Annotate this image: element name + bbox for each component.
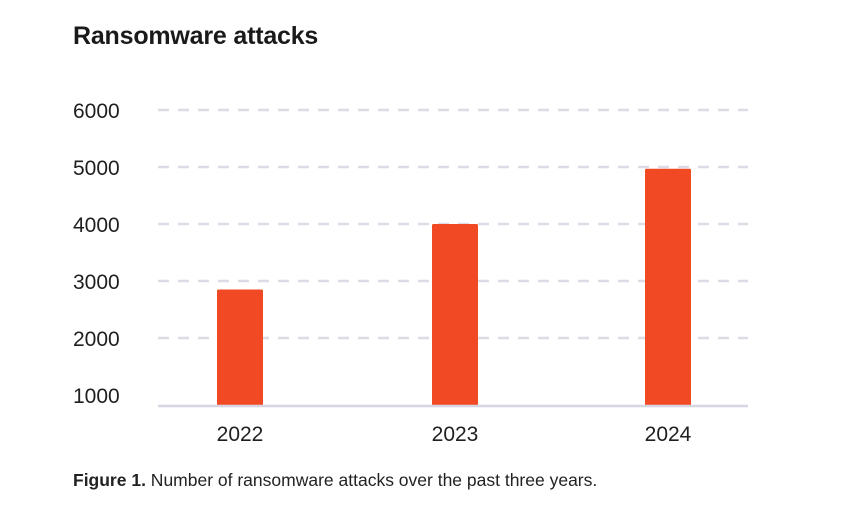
y-tick-label: 5000 xyxy=(73,157,120,180)
y-tick-label: 4000 xyxy=(73,214,120,237)
chart-title: Ransomware attacks xyxy=(73,22,319,50)
x-axis-ticks: 2022 2023 2024 xyxy=(217,423,692,446)
caption-label: Figure 1. xyxy=(73,470,146,490)
bar-2024 xyxy=(645,168,691,406)
y-tick-label: 2000 xyxy=(73,328,120,351)
bars xyxy=(217,168,691,406)
y-axis-ticks: 1000 2000 3000 4000 5000 6000 xyxy=(73,100,120,408)
x-tick-label: 2022 xyxy=(217,423,264,446)
y-tick-label: 3000 xyxy=(73,271,120,294)
y-tick-label: 1000 xyxy=(73,385,120,408)
caption-text: Number of ransomware attacks over the pa… xyxy=(145,470,598,490)
x-tick-label: 2023 xyxy=(432,423,479,446)
y-tick-label: 6000 xyxy=(73,100,120,123)
bar-2023 xyxy=(432,224,478,406)
x-tick-label: 2024 xyxy=(645,423,692,446)
figure-caption: Figure 1. Number of ransomware attacks o… xyxy=(73,470,597,491)
bar-2022 xyxy=(217,289,263,406)
